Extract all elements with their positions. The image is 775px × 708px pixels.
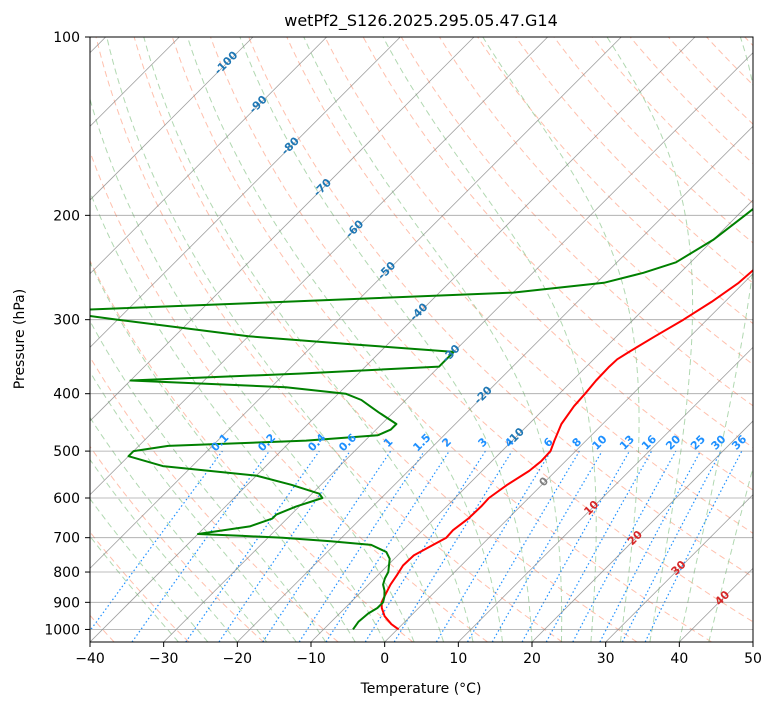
mixing-ratio-line xyxy=(545,450,653,642)
mixing-ratio-lines xyxy=(90,450,743,642)
x-tick-label: −10 xyxy=(296,651,326,667)
isotherm-line xyxy=(90,37,327,275)
isotherm-line xyxy=(310,199,753,642)
mixing-ratio-line xyxy=(644,450,743,642)
mixing-ratio-line xyxy=(393,450,513,642)
moist-adiabats xyxy=(90,37,753,642)
isotherm-line xyxy=(90,37,622,569)
mixing-ratio-line xyxy=(218,450,351,642)
mixing-ratio-line xyxy=(325,450,450,642)
mixing-ratio-line xyxy=(572,450,677,642)
y-axis-title: Pressure (hPa) xyxy=(12,289,28,389)
mixing-ratio-line xyxy=(298,450,425,642)
isotherm-line xyxy=(384,273,753,642)
isotherm-line xyxy=(90,37,548,496)
x-tick-label: 40 xyxy=(670,651,688,667)
y-tick-label: 600 xyxy=(53,491,80,507)
x-axis-title: Temperature (°C) xyxy=(360,681,482,697)
moist-adiabat-line xyxy=(90,320,327,642)
mixing-ratio-line xyxy=(521,450,631,642)
mixing-ratio-line xyxy=(185,450,320,642)
moist-adiabat-line xyxy=(90,97,415,642)
moist-adiabat-line xyxy=(143,37,474,642)
y-tick-label: 900 xyxy=(53,595,80,611)
x-tick-label: −40 xyxy=(75,651,105,667)
dry-adiabat-line xyxy=(362,37,753,449)
moist-adiabat-line xyxy=(106,37,445,642)
dry-adiabat-line xyxy=(90,445,264,642)
moist-adiabat-line xyxy=(482,37,640,642)
y-tick-label: 100 xyxy=(53,30,80,46)
dry-adiabat-line xyxy=(477,37,753,325)
x-tick-label: −30 xyxy=(149,651,179,667)
dry-adiabat-line xyxy=(95,37,563,642)
temperature-profile-line xyxy=(380,268,753,631)
x-tick-label: 10 xyxy=(449,651,467,667)
x-tick-label: 50 xyxy=(744,651,762,667)
y-tick-label: 500 xyxy=(53,444,80,460)
y-tick-label: 200 xyxy=(53,208,80,224)
x-tick-label: 30 xyxy=(597,651,615,667)
x-tick-label: 0 xyxy=(380,651,389,667)
isotherm-line xyxy=(90,37,696,642)
dewpoint-profile-line xyxy=(90,207,753,630)
y-tick-label: 300 xyxy=(53,313,80,329)
moist-adiabat-line xyxy=(187,37,503,642)
dry-adiabat-line xyxy=(90,259,414,642)
pressure-gridlines xyxy=(90,37,753,630)
moist-adiabat-line xyxy=(606,37,694,642)
y-tick-label: 400 xyxy=(53,387,80,403)
mixing-ratio-line xyxy=(262,450,392,642)
dry-adiabat-line xyxy=(90,150,488,642)
sounding-series xyxy=(90,207,753,631)
moist-adiabat-line xyxy=(678,37,753,642)
y-tick-label: 700 xyxy=(53,531,80,547)
plot-frame xyxy=(89,36,754,643)
moist-adiabat-line xyxy=(90,370,297,642)
y-axis: 100 200 300 400 500 600 700 800 900 1000 xyxy=(44,30,90,638)
dry-adiabats xyxy=(90,37,753,642)
moist-adiabat-line xyxy=(90,458,238,642)
chart-title: wetPf2_S126.2025.295.05.47.G14 xyxy=(284,11,558,31)
y-tick-label: 1000 xyxy=(44,622,80,638)
mixing-ratio-line xyxy=(131,450,270,642)
isotherm-line xyxy=(90,37,254,201)
dry-adiabat-line xyxy=(133,37,638,642)
isotherm-line xyxy=(605,494,753,642)
dry-adiabat-line xyxy=(438,37,753,366)
x-tick-label: 20 xyxy=(523,651,541,667)
moist-adiabat-line xyxy=(382,37,597,642)
isotherm-line xyxy=(90,37,401,348)
moist-adiabat-line xyxy=(90,416,268,642)
isotherm-line xyxy=(90,37,475,422)
x-tick-label: −20 xyxy=(223,651,253,667)
dry-adiabat-line xyxy=(629,37,753,165)
dry-adiabat-line xyxy=(248,37,753,578)
y-tick-label: 800 xyxy=(53,565,80,581)
moist-adiabat-line xyxy=(708,465,753,642)
dry-adiabat-line xyxy=(286,37,753,534)
mixing-ratio-line xyxy=(90,450,223,632)
isotherm-line xyxy=(163,52,753,642)
moist-adiabat-line xyxy=(90,190,386,642)
dry-adiabat-line xyxy=(400,37,753,407)
dry-adiabat-line xyxy=(591,37,753,204)
isotherm-line xyxy=(531,420,753,642)
x-axis: −40 −30 −20 −10 0 10 20 30 40 50 xyxy=(75,642,762,667)
dry-adiabat-line xyxy=(553,37,753,244)
isotherm-line xyxy=(458,346,753,642)
moist-adiabat-line xyxy=(239,37,533,642)
dry-adiabat-line xyxy=(171,37,712,642)
moist-adiabat-line xyxy=(303,37,563,642)
